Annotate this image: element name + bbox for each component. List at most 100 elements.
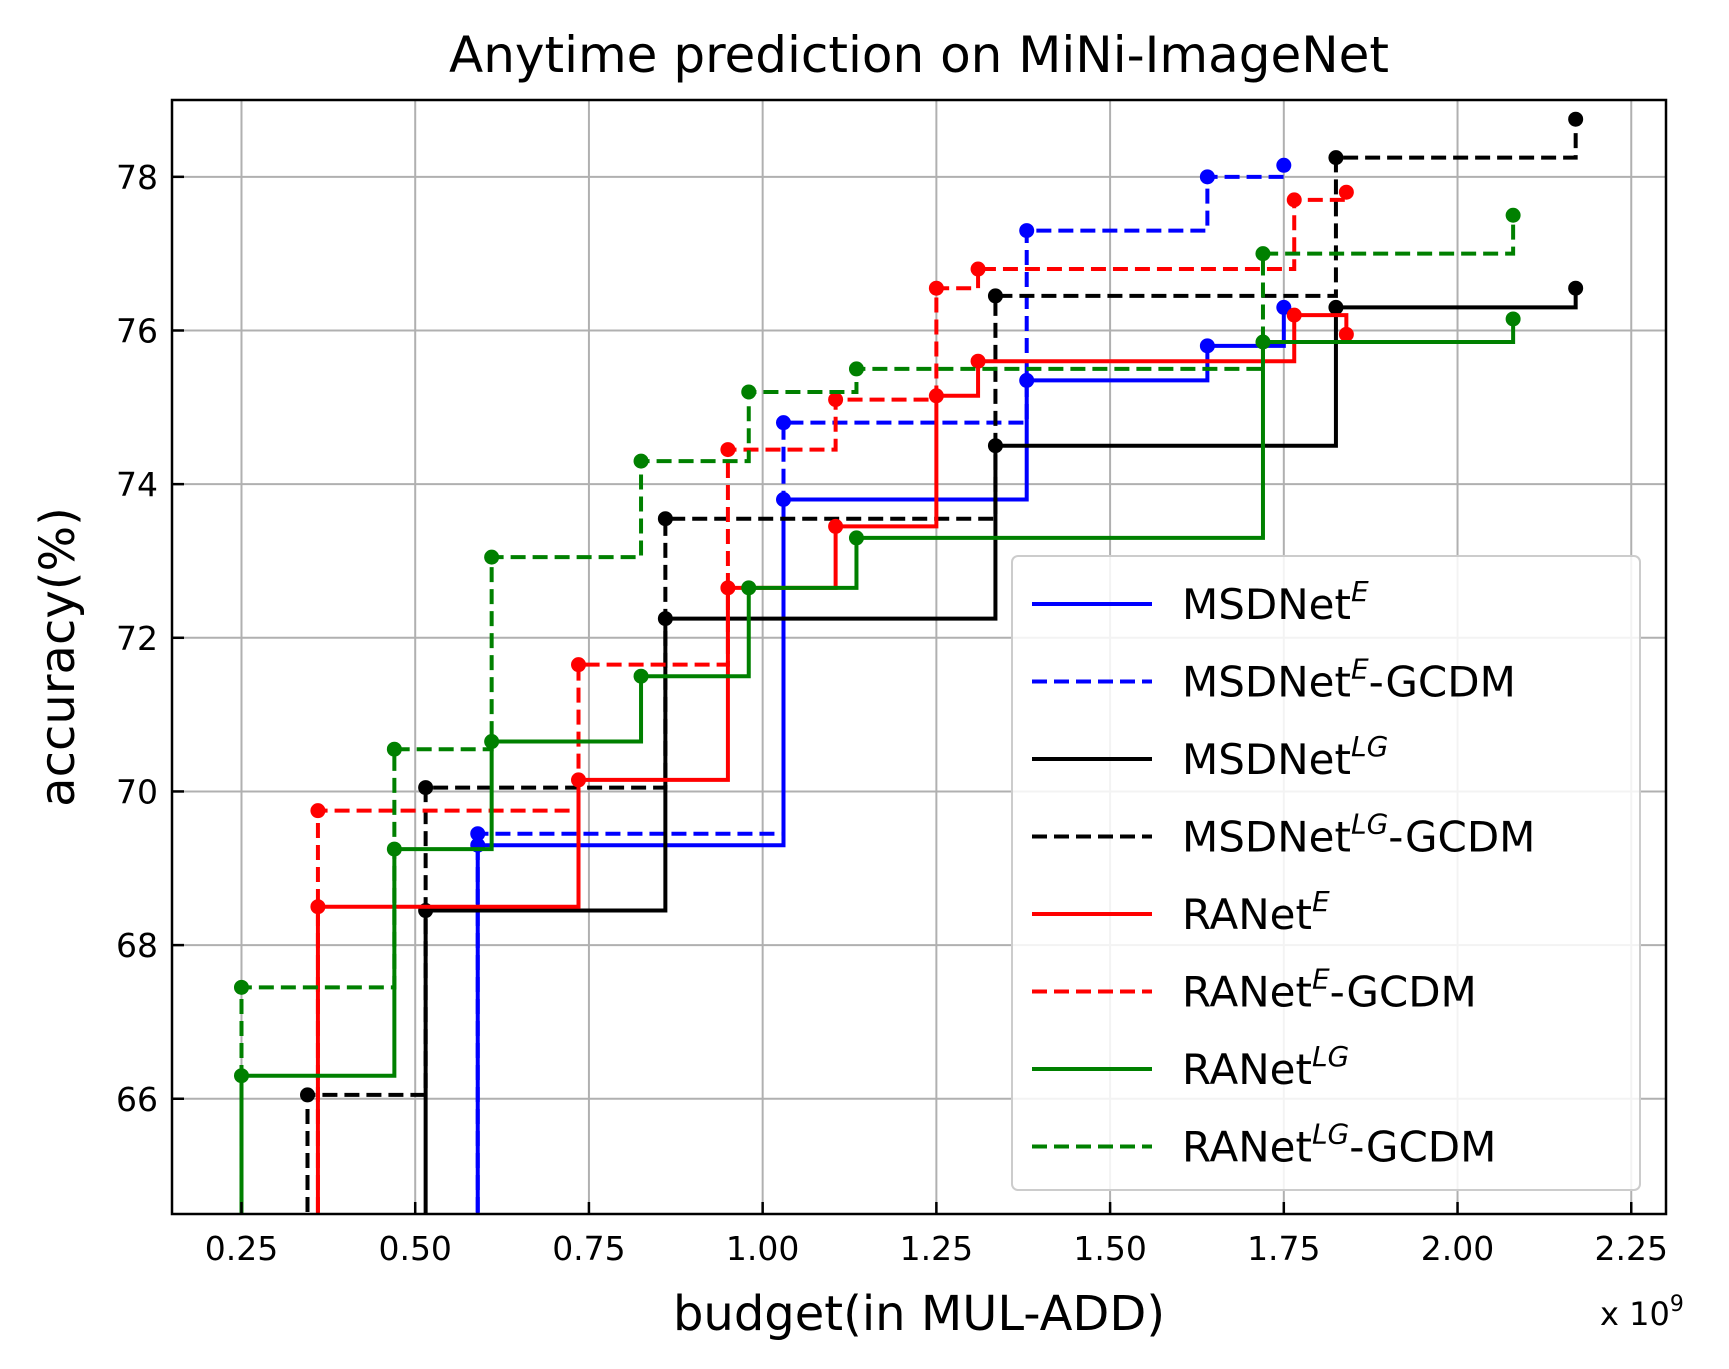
- plot-frame: [170, 98, 1668, 1216]
- legend: MSDNetEMSDNetE-GCDMMSDNetLGMSDNetLG-GCDM…: [1011, 555, 1641, 1191]
- legend-name: RANet: [1182, 1045, 1312, 1094]
- legend-superscript: E: [1312, 963, 1330, 996]
- x-multiplier-base: x 10: [1600, 1295, 1670, 1333]
- x-tick-label: 0.75: [552, 1229, 625, 1268]
- data-point: [484, 734, 500, 750]
- data-point: [970, 353, 986, 369]
- data-point: [1328, 150, 1344, 166]
- data-point: [828, 518, 844, 534]
- legend-entry: RANetLG: [1182, 1040, 1349, 1094]
- legend-entry: MSDNetE: [1182, 575, 1369, 629]
- series-1: [470, 157, 1292, 1214]
- series-line: [423, 288, 1578, 1214]
- data-point: [310, 899, 326, 915]
- data-point: [386, 741, 402, 757]
- legend-superscript: LG: [1312, 1040, 1349, 1073]
- series-line: [475, 307, 1286, 1214]
- y-tick-label: 78: [116, 158, 158, 197]
- data-point: [741, 384, 757, 400]
- series-line: [315, 313, 1349, 1214]
- data-point: [775, 415, 791, 431]
- data-point: [1019, 223, 1035, 239]
- data-point: [1019, 372, 1035, 388]
- legend-name: RANet: [1182, 968, 1312, 1017]
- data-point: [1338, 326, 1354, 342]
- legend-entry: RANetE-GCDM: [1182, 963, 1477, 1017]
- legend-name: RANet: [1182, 1123, 1312, 1172]
- legend-superscript: LG: [1312, 1118, 1349, 1151]
- data-point: [848, 361, 864, 377]
- legend-suffix: -GCDM: [1369, 658, 1516, 707]
- data-point: [1328, 299, 1344, 315]
- data-point: [1276, 299, 1292, 315]
- data-point: [300, 1087, 316, 1103]
- x-tick-label: 2.00: [1421, 1229, 1494, 1268]
- x-tick-label: 1.25: [900, 1229, 973, 1268]
- x-tick-label: 1.50: [1073, 1229, 1146, 1268]
- legend-suffix: -GCDM: [1388, 813, 1535, 862]
- legend-superscript: LG: [1351, 730, 1388, 763]
- y-tick-label: 76: [116, 311, 158, 350]
- chart-title: Anytime prediction on MiNi-ImageNet: [449, 26, 1389, 84]
- legend-entry: MSDNetLG-GCDM: [1182, 808, 1535, 862]
- data-point: [1276, 157, 1292, 173]
- legend-superscript: E: [1351, 653, 1369, 686]
- legend-name: MSDNet: [1182, 580, 1351, 629]
- y-axis-label: accuracy(%): [30, 507, 86, 807]
- legend-entry: RANetLG-GCDM: [1182, 1118, 1496, 1172]
- data-point: [970, 261, 986, 277]
- legend-entry: MSDNetE-GCDM: [1182, 653, 1516, 707]
- data-point: [1255, 334, 1271, 350]
- x-tick-label: 0.50: [378, 1229, 451, 1268]
- y-tick-label: 72: [116, 619, 158, 658]
- series-line: [239, 215, 1516, 1214]
- data-point: [310, 803, 326, 819]
- data-point: [928, 280, 944, 296]
- series-line: [475, 165, 1286, 1214]
- data-point: [1568, 280, 1584, 296]
- data-point: [1286, 307, 1302, 323]
- legend-name: MSDNet: [1182, 735, 1351, 784]
- ticks: [172, 175, 1633, 1214]
- data-point: [987, 288, 1003, 304]
- data-point: [848, 530, 864, 546]
- tick-labels: 0.25 0.50 0.75 1.00 1.25 1.50 1.75 2.00 2.25 66 68…: [116, 158, 1668, 1268]
- data-point: [828, 392, 844, 408]
- legend-suffix: -GCDM: [1349, 1123, 1496, 1172]
- legend-entry: MSDNetLG: [1182, 730, 1388, 784]
- data-point: [1199, 338, 1215, 354]
- series-7: [233, 207, 1521, 1214]
- legend-superscript: E: [1312, 885, 1330, 918]
- data-point: [1199, 169, 1215, 185]
- x-multiplier-exponent: 9: [1670, 1292, 1684, 1317]
- x-axis-label: budget(in MUL-ADD): [673, 1286, 1165, 1342]
- series-3: [300, 111, 1584, 1214]
- y-tick-label: 74: [116, 465, 158, 504]
- legend-suffix: -GCDM: [1330, 968, 1477, 1017]
- data-point: [633, 668, 649, 684]
- y-tick-label: 66: [116, 1080, 158, 1119]
- data-point: [1505, 207, 1521, 223]
- x-tick-label: 1.75: [1247, 1229, 1320, 1268]
- data-point: [233, 979, 249, 995]
- data-point: [1286, 192, 1302, 208]
- data-point: [741, 580, 757, 596]
- legend-name: MSDNet: [1182, 658, 1351, 707]
- data-point: [1255, 246, 1271, 262]
- data-point: [418, 780, 434, 796]
- data-point: [1338, 184, 1354, 200]
- x-multiplier-label: x 109: [1600, 1292, 1684, 1333]
- legend-name: RANet: [1182, 890, 1312, 939]
- data-point: [571, 657, 587, 673]
- y-tick-label: 68: [116, 926, 158, 965]
- legend-superscript: LG: [1351, 808, 1388, 841]
- data-point: [657, 511, 673, 527]
- legend-name: MSDNet: [1182, 813, 1351, 862]
- series-line: [305, 119, 1578, 1214]
- legend-superscript: E: [1351, 575, 1369, 608]
- x-tick-label: 1.00: [726, 1229, 799, 1268]
- data-point: [720, 442, 736, 458]
- x-tick-label: 2.25: [1595, 1229, 1668, 1268]
- series-5: [310, 184, 1354, 1214]
